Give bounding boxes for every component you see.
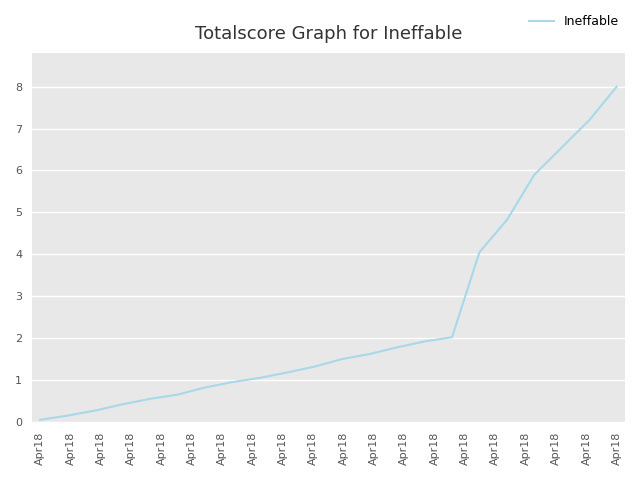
Ineffable — [476, 249, 483, 255]
Title: Totalscore Graph for Ineffable: Totalscore Graph for Ineffable — [195, 25, 462, 43]
Ineffable — [201, 384, 209, 390]
Ineffable — [613, 84, 621, 89]
Legend: Ineffable: Ineffable — [529, 15, 619, 28]
Ineffable — [228, 379, 236, 385]
Ineffable — [36, 417, 44, 423]
Ineffable — [531, 172, 538, 178]
Ineffable — [91, 408, 99, 413]
Ineffable — [146, 396, 154, 402]
Ineffable — [339, 356, 346, 362]
Ineffable — [256, 375, 264, 381]
Ineffable — [393, 345, 401, 350]
Ineffable — [118, 401, 126, 407]
Ineffable — [558, 144, 566, 150]
Ineffable — [284, 370, 291, 375]
Line: Ineffable: Ineffable — [40, 86, 617, 420]
Ineffable — [503, 217, 511, 223]
Ineffable — [366, 351, 374, 357]
Ineffable — [64, 413, 72, 419]
Ineffable — [173, 392, 181, 397]
Ineffable — [311, 364, 319, 370]
Ineffable — [420, 338, 428, 344]
Ineffable — [586, 117, 593, 123]
Ineffable — [448, 335, 456, 340]
